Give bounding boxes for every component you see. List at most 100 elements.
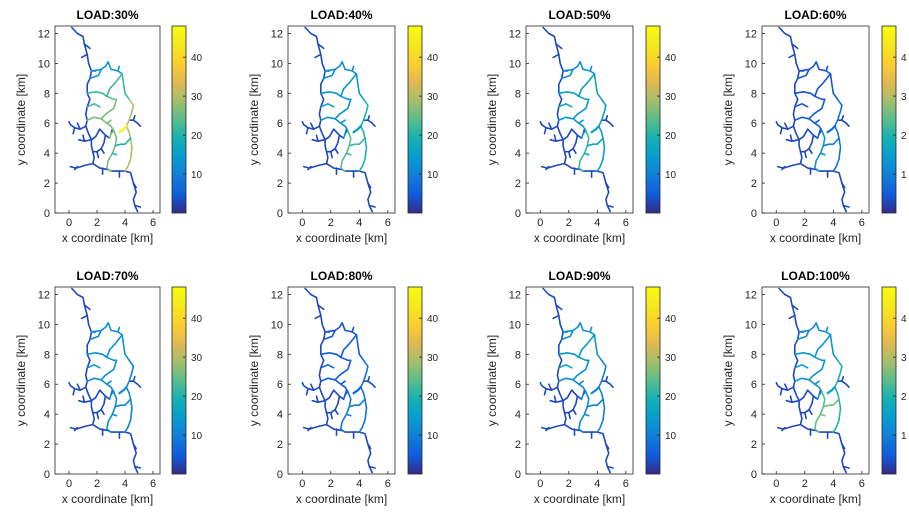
y-tick-label: 12 [745, 28, 757, 40]
segment-west_branches-2 [305, 126, 309, 135]
segment-west_branches-1 [783, 383, 789, 392]
segment-trunk-7 [781, 165, 786, 171]
segment-spur_south-1 [583, 152, 590, 156]
subplot-title: LOAD:90% [548, 269, 610, 283]
colorbar-tick-label: 10 [427, 170, 439, 181]
segment-loop_upper-3 [351, 326, 355, 333]
x-tick-label: 2 [94, 217, 100, 229]
segment-west_branches-2 [543, 126, 547, 135]
segment-east_tail-0 [582, 170, 612, 213]
segment-east_tail-0 [344, 170, 374, 213]
segment-loop_upper-1 [815, 322, 832, 336]
segment-hot_junction-0 [118, 125, 128, 134]
x-axis-label: x coordinate [km] [62, 231, 153, 245]
segment-east_tail-4 [600, 380, 614, 389]
x-tick-label: 0 [773, 478, 779, 490]
segment-east_tail-5 [841, 375, 845, 383]
segment-west_branches-5 [90, 389, 101, 402]
x-tick-label: 6 [150, 478, 156, 490]
segment-loop_middle-0 [86, 91, 115, 101]
segment-trunk-3 [792, 70, 800, 127]
y-tick-label: 6 [515, 379, 521, 391]
y-tick-label: 2 [277, 439, 283, 451]
segment-spur_south-0 [822, 137, 840, 147]
segment-loop_middle-0 [319, 351, 349, 362]
segment-west_branches-1 [547, 122, 553, 130]
segment-loop_east-0 [124, 98, 135, 172]
y-axis-label: y coordinate [km] [247, 335, 261, 426]
segment-loop_upper-3 [825, 326, 829, 333]
segment-loop_upper-2 [560, 68, 574, 80]
segment-loop_lower-0 [319, 116, 349, 139]
segment-loop_middle-3 [86, 103, 101, 108]
segment-west_branches-8 [334, 147, 339, 154]
subplot-title: LOAD:80% [310, 269, 372, 283]
segment-loop_middle-1 [106, 73, 123, 98]
segment-west_branches-4 [315, 134, 319, 142]
y-axis-label: y coordinate [km] [721, 74, 735, 165]
colorbar-tick-label: 20 [191, 131, 203, 142]
segment-loop_upper-2 [560, 329, 574, 341]
segment-east_tail-2 [842, 465, 850, 469]
colorbar-tick-label: 10 [665, 170, 677, 181]
colorbar-tick-label: 3 [901, 92, 907, 103]
colorbar [407, 286, 423, 475]
segment-loop_upper-0 [90, 322, 109, 333]
segment-trunk-1 [83, 304, 91, 311]
x-tick-label: 2 [328, 478, 334, 490]
segment-loop_lower-2 [106, 380, 112, 386]
segment-east_tail-1 [605, 443, 610, 450]
y-tick-label: 12 [38, 28, 50, 40]
segment-west_branches-8 [808, 408, 813, 416]
segment-hot_junction-0 [826, 125, 836, 134]
y-tick-label: 10 [745, 319, 757, 331]
segment-west_branches-10 [567, 411, 572, 420]
colorbar-tick-label: 1 [901, 170, 907, 181]
segment-east_tail-4 [128, 380, 142, 389]
segment-loop_upper-0 [324, 322, 344, 333]
segment-hot_junction-0 [352, 125, 362, 134]
segment-trunk-4 [69, 125, 95, 169]
segment-spur_south-1 [345, 413, 352, 417]
colorbar-tick-label: 20 [427, 131, 439, 142]
segment-loop_upper-2 [796, 68, 810, 80]
segment-trunk-1 [83, 43, 91, 50]
segment-trunk-3 [85, 331, 93, 389]
segment-spur_south-0 [348, 137, 366, 147]
y-tick-label: 8 [277, 349, 283, 361]
y-tick-label: 8 [44, 88, 50, 100]
y-tick-label: 2 [515, 178, 521, 190]
segment-trunk-3 [318, 331, 326, 389]
segment-east_tail-0 [582, 431, 612, 474]
segment-loop_middle-0 [793, 91, 823, 101]
y-tick-label: 6 [751, 379, 757, 391]
segment-east_tail-1 [132, 443, 137, 450]
y-tick-label: 12 [271, 289, 283, 301]
segment-loop_east-0 [832, 98, 843, 172]
segment-west_branches-5 [324, 389, 335, 402]
segment-loop_middle-0 [86, 351, 115, 362]
x-tick-label: 6 [859, 478, 865, 490]
network [68, 287, 142, 474]
segment-west_branches-10 [96, 150, 100, 159]
colorbar [171, 286, 187, 475]
segment-spur_south-1 [345, 152, 352, 156]
network [68, 26, 142, 213]
colorbar-tick-label: 40 [665, 53, 677, 64]
segment-loop_upper-0 [562, 322, 582, 333]
y-axis-label: y coordinate [km] [485, 335, 499, 426]
segment-west_branches-4 [789, 134, 793, 142]
segment-trunk-2 [552, 314, 560, 320]
network [301, 287, 376, 474]
x-axis-label: x coordinate [km] [770, 231, 861, 245]
segment-west_branches-10 [803, 150, 808, 159]
colorbar-tick-label: 20 [427, 392, 439, 403]
x-tick-label: 2 [566, 478, 572, 490]
segment-loop_lower-0 [86, 116, 115, 139]
segment-loop_lower-1 [572, 359, 590, 381]
segment-loop_upper-0 [798, 61, 818, 72]
segment-loop_middle-2 [593, 73, 603, 101]
segment-loop_middle-2 [829, 73, 839, 101]
colorbar-tick-label: 30 [191, 92, 203, 103]
